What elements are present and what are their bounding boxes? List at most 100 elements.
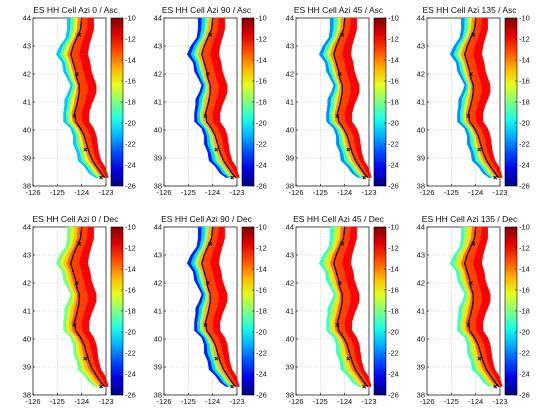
colorbar-tick-label: -16 [388, 286, 399, 295]
heatmap-cell [475, 322, 484, 331]
heatmap-cell [458, 308, 463, 314]
x-tick-label: -126 [288, 188, 303, 197]
colorbar-tick-label: -22 [256, 140, 267, 149]
heatmap-cell [473, 45, 484, 55]
heatmap-cell [195, 308, 200, 314]
panel-title: ES HH Cell Azi 45 / Dec [293, 214, 384, 224]
heatmap-cell [460, 17, 465, 30]
colorbar-tick-label: -18 [125, 307, 136, 316]
y-tick-label: 41 [286, 98, 294, 107]
colorbar-tick-label: -10 [125, 223, 136, 232]
heatmap-cell [342, 254, 353, 264]
y-tick-label: 42 [417, 70, 425, 79]
heatmap-cell [350, 85, 360, 93]
y-tick-label: 40 [286, 126, 294, 135]
colorbar-tick-label: -18 [256, 307, 267, 316]
colorbar-tick-label: -26 [519, 182, 530, 191]
heatmap-cell [81, 113, 90, 122]
heatmap-cell [350, 294, 360, 302]
colorbar-tick-label: -16 [256, 77, 267, 86]
x-tick-label: -125 [313, 397, 328, 406]
heatmap-cell [79, 45, 90, 55]
colorbar-tick-label: -24 [125, 370, 136, 379]
heatmap-cell [86, 226, 94, 239]
y-tick-label: 43 [286, 251, 294, 260]
heatmap-cell [326, 322, 330, 331]
y-tick-label: 39 [286, 154, 294, 163]
y-tick-label: 43 [417, 251, 425, 260]
colorbar-tick-label: -24 [256, 161, 267, 170]
colorbar-tick-label: -10 [256, 223, 267, 232]
y-tick-label: 43 [286, 42, 294, 51]
heatmap-cell [349, 226, 357, 239]
heatmap-cell [342, 85, 351, 93]
y-tick-label: 44 [286, 14, 294, 23]
heatmap-cell [81, 322, 90, 331]
y-tick-label: 41 [417, 98, 425, 107]
y-tick-label: 44 [154, 14, 162, 23]
heatmap-cell [460, 226, 465, 239]
station-marker [208, 241, 213, 246]
heatmap-cell [210, 294, 219, 302]
station-marker [477, 147, 482, 152]
colorbar-tick-label: -18 [256, 98, 267, 107]
heatmap-cell [344, 62, 355, 72]
y-tick-label: 39 [154, 154, 162, 163]
y-tick-label: 40 [154, 126, 162, 135]
y-tick-label: 40 [286, 335, 294, 344]
y-tick-label: 42 [417, 279, 425, 288]
heatmap-cell [475, 271, 486, 281]
y-tick-label: 44 [23, 14, 31, 23]
colorbar-tick-label: -12 [519, 35, 530, 44]
station-marker [468, 281, 473, 285]
station-marker [471, 241, 476, 246]
x-tick-label: -123 [229, 397, 244, 406]
station-marker [83, 356, 88, 361]
colorbar-tick-label: -14 [388, 265, 399, 274]
station-marker [346, 147, 351, 152]
panel-title: ES HH Cell Azi 90 / Dec [161, 214, 252, 224]
y-tick-label: 42 [154, 279, 162, 288]
x-tick-label: -123 [361, 397, 376, 406]
station-marker [477, 356, 482, 361]
station-marker [337, 281, 342, 285]
colorbar-tick-label: -16 [519, 286, 530, 295]
colorbar-tick-label: -24 [256, 370, 267, 379]
y-tick-label: 43 [23, 251, 31, 260]
x-tick-label: -124 [74, 397, 89, 406]
colorbar-tick-label: -22 [388, 140, 399, 149]
y-tick-label: 38 [417, 391, 425, 400]
y-tick-label: 41 [23, 307, 31, 316]
x-tick-label: -124 [468, 397, 483, 406]
colorbar-tick-label: -22 [256, 349, 267, 358]
y-tick-label: 38 [23, 182, 31, 191]
x-tick-label: -124 [337, 397, 352, 406]
heatmap-cell [103, 173, 109, 178]
colorbar-tick-label: -12 [388, 244, 399, 253]
heatmap-cell [212, 62, 223, 72]
y-tick-label: 39 [286, 363, 294, 372]
colorbar-tick-label: -26 [256, 391, 267, 400]
heatmap-cell [197, 17, 202, 30]
colorbar-tick-label: -14 [125, 265, 136, 274]
x-tick-label: -125 [50, 188, 65, 197]
colorbar-tick-label: -12 [125, 244, 136, 253]
coastline [333, 226, 369, 387]
station-marker [74, 72, 79, 76]
heatmap-cell [342, 45, 353, 55]
heatmap-cell [329, 17, 334, 30]
y-tick-label: 40 [23, 335, 31, 344]
colorbar-tick-label: -22 [388, 349, 399, 358]
heatmap-cell [480, 226, 488, 239]
coastline [201, 226, 237, 387]
station-marker [335, 114, 340, 118]
heatmap-cell [473, 254, 484, 264]
x-tick-label: -126 [156, 188, 171, 197]
heatmap-cell [344, 113, 353, 122]
x-tick-label: -125 [444, 188, 459, 197]
colorbar-tick-label: -26 [256, 182, 267, 191]
heatmap-cell [63, 113, 67, 122]
